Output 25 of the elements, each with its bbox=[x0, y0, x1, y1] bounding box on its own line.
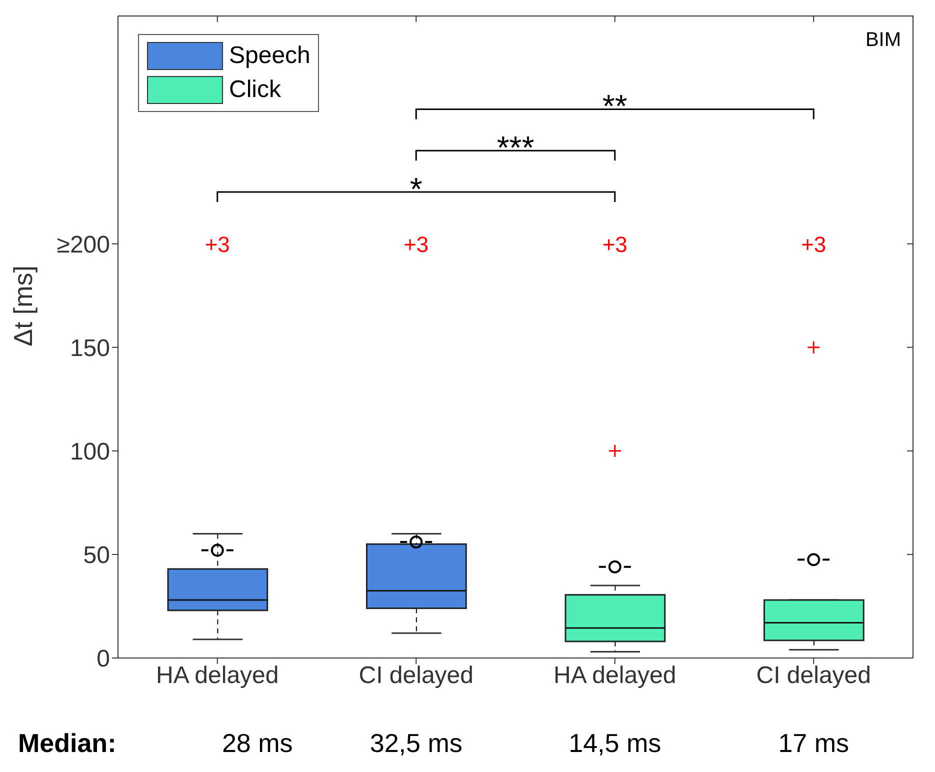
legend-label: Click bbox=[229, 75, 281, 105]
legend-label: Speech bbox=[229, 41, 310, 71]
annotation: *** bbox=[496, 130, 534, 166]
y-tick-label: 0 bbox=[96, 646, 110, 673]
annotation: +3 bbox=[801, 232, 826, 257]
annotation: +3 bbox=[204, 232, 230, 257]
text: 17 ms bbox=[778, 728, 850, 759]
text: Median: bbox=[18, 728, 116, 759]
y-axis-title: Δt [ms] bbox=[8, 265, 38, 346]
annotation: +3 bbox=[404, 232, 429, 257]
annotation: * bbox=[410, 171, 422, 208]
annotation: BIM bbox=[865, 29, 901, 51]
y-tick-label: 150 bbox=[70, 334, 110, 362]
y-tick-label: 50 bbox=[83, 542, 110, 569]
y-tick-label: 100 bbox=[70, 438, 110, 466]
x-tick-label: HA delayed bbox=[553, 662, 676, 690]
x-tick-label: CI delayed bbox=[358, 662, 474, 690]
text: 32,5 ms bbox=[370, 728, 462, 759]
annotation: +3 bbox=[602, 232, 628, 257]
text: 14,5 ms bbox=[568, 728, 662, 759]
annotation: ** bbox=[602, 88, 628, 124]
x-tick-label: HA delayed bbox=[156, 662, 279, 690]
y-tick-label: ≥200 bbox=[56, 231, 110, 258]
x-tick-label: CI delayed bbox=[756, 662, 871, 690]
text: 28 ms bbox=[222, 728, 293, 759]
